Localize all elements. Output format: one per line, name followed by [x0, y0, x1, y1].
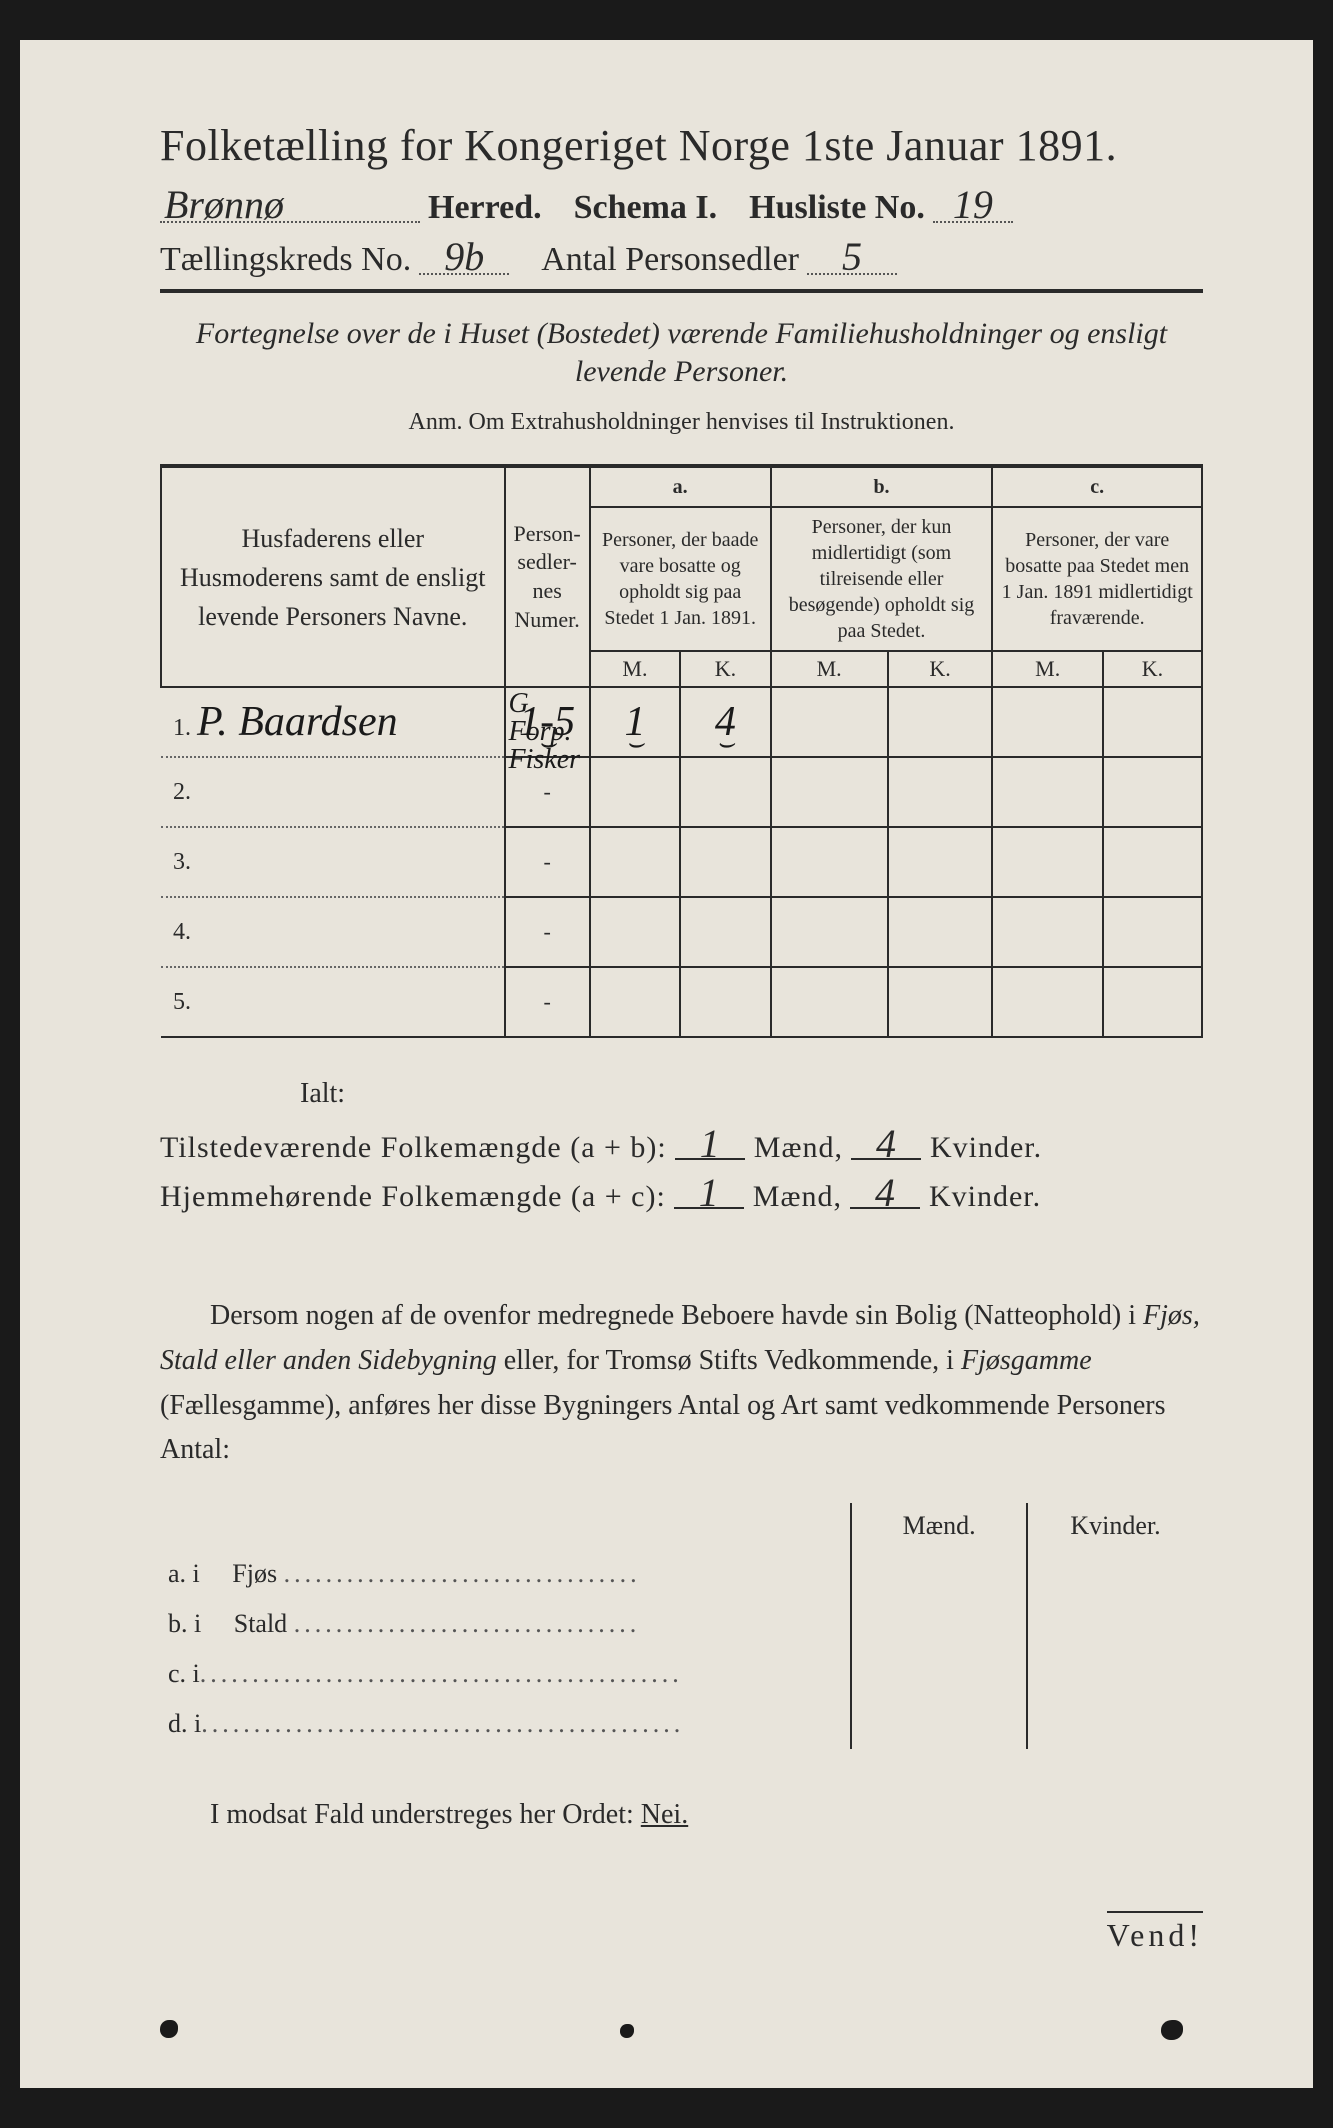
col-header-number: Person-sedler-nesNumer. [505, 466, 590, 687]
row5-name: 5. [161, 967, 505, 1037]
col-header-a-top: a. [590, 466, 771, 507]
table-row: 5. - [161, 967, 1202, 1037]
lower-row: b. i Stald .............................… [160, 1599, 1203, 1649]
col-b-k: K. [888, 651, 993, 687]
row1-a-k: 4 ⌣ [680, 687, 770, 757]
outbuilding-table: Mænd. Kvinder. a. i Fjøs ...............… [160, 1503, 1203, 1749]
ink-spot-icon [620, 2024, 634, 2038]
lower-head-k: Kvinder. [1027, 1503, 1203, 1549]
col-b-m: M. [771, 651, 888, 687]
main-title: Folketælling for Kongeriget Norge 1ste J… [160, 120, 1203, 171]
col-c-k: K. [1103, 651, 1202, 687]
ialt-label: Ialt: [300, 1078, 1203, 1110]
kreds-label: Tællingskreds No. [160, 241, 411, 279]
row1-num: 1-5 ⌣ [505, 687, 590, 757]
census-form-page: Folketælling for Kongeriget Norge 1ste J… [20, 40, 1313, 2088]
summary-resident: Hjemmehørende Folkemængde (a + c): 1 Mæn… [160, 1179, 1203, 1214]
table-row: 2. - [161, 757, 1202, 827]
header-line-3: Tællingskreds No. 9b Antal Personsedler … [160, 241, 1203, 279]
col-a-k: K. [680, 651, 770, 687]
outbuilding-paragraph: Dersom nogen af de ovenfor medregnede Be… [160, 1294, 1203, 1473]
row4-name: 4. [161, 897, 505, 967]
antal-label: Antal Personsedler [541, 241, 799, 279]
row3-name: 3. [161, 827, 505, 897]
herred-value: Brønnø [160, 189, 420, 223]
header-rule [160, 289, 1203, 293]
header-line-2: Brønnø Herred. Schema I. Husliste No. 19 [160, 189, 1203, 227]
modsat-line: I modsat Fald understreges her Ordet: Ne… [160, 1799, 1203, 1831]
table-row: 1. P. Baardsen G. Forp.Fisker 1-5 ⌣ 1 ⌣ … [161, 687, 1202, 757]
row1-name: 1. P. Baardsen G. Forp.Fisker [161, 687, 505, 757]
lower-row: d. i....................................… [160, 1699, 1203, 1749]
subtitle-line-2: levende Personer. [160, 355, 1203, 389]
table-row: 4. - [161, 897, 1202, 967]
husliste-value: 19 [933, 189, 1013, 223]
ink-spot-icon [1161, 2020, 1183, 2040]
antal-value: 5 [807, 241, 897, 275]
kreds-value: 9b [419, 241, 509, 275]
col-header-a: Personer, der baade vare bosatte og opho… [590, 507, 771, 651]
lower-row: a. i Fjøs ..............................… [160, 1549, 1203, 1599]
table-row: 3. - [161, 827, 1202, 897]
row1-c-k [1103, 687, 1202, 757]
herred-label: Herred. [428, 189, 542, 227]
col-header-name: Husfaderens eller Husmoderens samt de en… [161, 466, 505, 687]
col-header-b-top: b. [771, 466, 993, 507]
row1-b-k [888, 687, 993, 757]
col-header-b: Personer, der kun midlertidigt (som tilr… [771, 507, 993, 651]
row1-c-m [992, 687, 1103, 757]
schema-label: Schema I. [574, 189, 718, 227]
row1-a-m: 1 ⌣ [590, 687, 680, 757]
col-header-c-top: c. [992, 466, 1202, 507]
household-table: Husfaderens eller Husmoderens samt de en… [160, 464, 1203, 1038]
col-c-m: M. [992, 651, 1103, 687]
ink-spot-icon [160, 2020, 178, 2038]
col-header-c: Personer, der vare bosatte paa Stedet me… [992, 507, 1202, 651]
husliste-label: Husliste No. [749, 189, 925, 227]
vend-label: Vend! [1107, 1911, 1203, 1954]
anm-note: Anm. Om Extrahusholdninger henvises til … [160, 409, 1203, 436]
lower-row: c. i....................................… [160, 1649, 1203, 1699]
subtitle-line-1: Fortegnelse over de i Huset (Bostedet) v… [160, 317, 1203, 351]
summary-present: Tilstedeværende Folkemængde (a + b): 1 M… [160, 1130, 1203, 1165]
col-a-m: M. [590, 651, 680, 687]
row2-name: 2. [161, 757, 505, 827]
lower-head-m: Mænd. [851, 1503, 1027, 1549]
row1-b-m [771, 687, 888, 757]
